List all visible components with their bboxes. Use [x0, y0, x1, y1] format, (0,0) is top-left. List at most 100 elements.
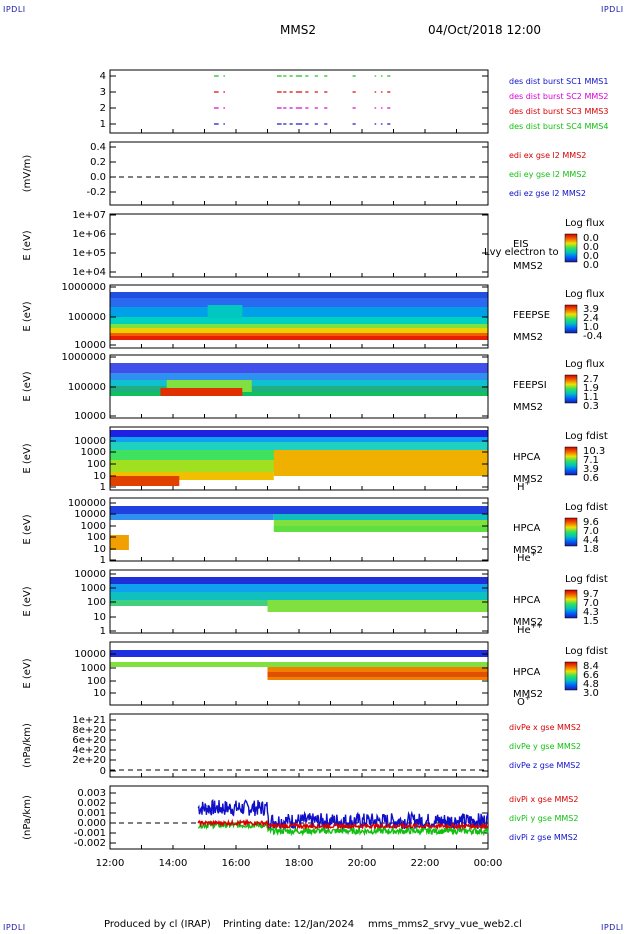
plot-area: 1 2 3 4 des dist burst SC1 MMS1 des dist burs… [22, 69, 608, 869]
ytick-label-hpca_h-0: 10000 [74, 436, 106, 447]
colorbar-hpca_he2 [564, 589, 578, 619]
ylabel-feepsi: E (eV) [22, 371, 33, 401]
colorbar-tick-feepsi-2: 1.1 [583, 392, 599, 403]
ytick-label-hpca_he1-4: 10 [93, 544, 106, 555]
footer-printing-date: Printing date: 12/Jan/2024 [223, 919, 355, 930]
colorbar-hpca_he1 [564, 517, 578, 547]
ytick-label-hpca_he2-3: 10 [93, 612, 106, 623]
colorbar-tick-eis-2: 0.0 [583, 251, 599, 262]
colorbar-tick-hpca_he1-1: 7.0 [583, 526, 599, 537]
heatmap-band-hpca_he1-2 [273, 514, 488, 520]
heatmap-band-hpca_h-7 [110, 476, 180, 486]
colorbar-tick-hpca_o-0: 8.4 [583, 661, 599, 672]
colorbar-tick-hpca_he2-3: 1.5 [583, 616, 599, 627]
colorbar-tick-feepsi-3: 0.3 [583, 401, 599, 412]
heatmap-band-feepse-6 [110, 333, 488, 336]
corner-label-bottom-left: IPDLI [3, 923, 26, 932]
colorbar-title-hpca_o: Log fdist [565, 646, 608, 657]
ylabel-hpca_he2: E (eV) [22, 586, 33, 616]
legend-entry-divpi-1: divPi y gse MMS2 [509, 814, 578, 823]
ytick-label-feepse-2: 10000 [74, 340, 106, 351]
heatmap-band-feepsi-4 [110, 392, 488, 396]
ytick-label-divpi-0: 0.003 [77, 788, 106, 799]
ytick-label-hpca_o-2: 100 [87, 676, 106, 687]
divpi-series-2 [197, 818, 489, 831]
heatmap-band-hpca_he1-0 [110, 506, 488, 514]
ytick-label-hpca_he2-1: 1000 [81, 583, 106, 594]
colorbar-title-eis: Log flux [565, 218, 605, 229]
ytick-label-hpca_h-2: 100 [87, 459, 106, 470]
colorbar-tick-hpca_h-2: 3.9 [583, 464, 599, 475]
ytick-label-hpca_he1-5: 1 [100, 555, 106, 566]
heatmap-band-hpca_h-6 [273, 450, 488, 476]
colorbar-tick-feepse-0: 3.9 [583, 304, 599, 315]
colorbar-title-feepsi: Log flux [565, 359, 605, 370]
divpi-series-0 [197, 799, 489, 831]
colorbar-tick-hpca_h-0: 10.3 [583, 446, 605, 457]
heatmap-band-hpca_o-1 [110, 662, 488, 667]
ytick-label-divpe-2: 6e+20 [72, 735, 106, 746]
ytick-label-eis-0: 1e+07 [72, 210, 106, 221]
ytick-label-hpca_he2-4: 1 [100, 626, 106, 637]
date-title: 04/Oct/2018 12:00 [428, 23, 542, 37]
ylabel-edi: (mV/m) [22, 155, 33, 193]
instrument-label-eis: EIS [513, 239, 529, 250]
colorbar-title-hpca_he2: Log fdist [565, 574, 608, 585]
ylabel-hpca_h: E (eV) [22, 443, 33, 473]
instrument-label-hpca_h: HPCA [513, 452, 541, 463]
spacecraft-label-feepse: MMS2 [513, 332, 543, 343]
colorbar-tick-feepse-2: 1.0 [583, 322, 599, 333]
colorbar-tick-hpca_o-1: 6.6 [583, 670, 599, 681]
ytick-label-edi-0: 0.4 [90, 142, 106, 153]
instrument-label-feepsi: FEEPSI [513, 380, 547, 391]
colorbar-tick-hpca_he1-3: 1.8 [583, 544, 599, 555]
ytick-label-divpe-5: 0 [100, 766, 106, 777]
colorbar-feepse [564, 304, 578, 334]
instrument-label-hpca_he1: HPCA [513, 523, 541, 534]
ytick-label-edi-1: 0.2 [90, 157, 106, 168]
ytick-label-eis-1: 1e+06 [72, 229, 106, 240]
legend-entry-burst-3: des dist burst SC4 MMS4 [509, 122, 608, 131]
species-label-hpca_he1: He+ [517, 550, 537, 564]
xtick-label-0: 12:00 [96, 858, 125, 869]
spacecraft-label-hpca_he2: MMS2 [513, 617, 543, 628]
ytick-label-feepsi-0: 1000000 [61, 352, 106, 363]
instrument-label-hpca_o: HPCA [513, 667, 541, 678]
heatmap-band-hpca_he1-4 [273, 526, 488, 532]
ytick-label-burst-1: 2 [100, 103, 106, 114]
colorbar-tick-feepse-3: -0.4 [583, 331, 603, 342]
colorbar-hpca_o [564, 661, 578, 691]
ytick-label-burst-0: 1 [100, 119, 106, 130]
ytick-label-eis-3: 1e+04 [72, 267, 106, 278]
ytick-label-hpca_o-1: 1000 [81, 663, 106, 674]
colorbar-tick-hpca_he2-2: 4.3 [583, 607, 599, 618]
colorbar-feepsi [564, 374, 578, 404]
ytick-label-divpi-4: -0.001 [74, 828, 106, 839]
footer-filename: mms_mms2_srvy_vue_web2.cl [368, 919, 522, 930]
colorbar-tick-hpca_o-2: 4.8 [583, 679, 599, 690]
ytick-label-feepsi-2: 10000 [74, 411, 106, 422]
species-label-hpca_o: O+ [517, 694, 531, 708]
colorbar-tick-feepsi-0: 2.7 [583, 374, 599, 385]
heatmap-band-hpca_he1-5 [110, 535, 129, 550]
ytick-label-divpi-1: 0.002 [77, 798, 106, 809]
legend-entry-burst-0: des dist burst SC1 MMS1 [509, 77, 608, 86]
heatmap-band-hpca_he2-2 [110, 592, 488, 600]
heatmap-band-hpca_he2-3 [267, 600, 488, 612]
ytick-label-feepsi-1: 100000 [68, 382, 106, 393]
colorbar-title-hpca_h: Log fdist [565, 431, 608, 442]
colorbar-tick-eis-1: 0.0 [583, 242, 599, 253]
ytick-label-hpca_he1-2: 1000 [81, 521, 106, 532]
panel-frame-eis [109, 213, 489, 278]
spacecraft-label-hpca_o: MMS2 [513, 689, 543, 700]
ylabel-divpi: (nPa/km) [22, 795, 33, 840]
xtick-label-3: 18:00 [285, 858, 314, 869]
legend-entry-burst-1: des dist burst SC2 MMS2 [509, 92, 608, 101]
instrument-label-feepse: FEEPSE [513, 310, 550, 321]
ytick-label-burst-2: 3 [100, 87, 106, 98]
divpi-series-1 [198, 819, 489, 837]
heatmap-band-feepsi-6 [160, 388, 243, 396]
ytick-label-divpe-4: 2e+20 [72, 755, 106, 766]
legend-entry-edi-2: edi ez gse l2 MMS2 [509, 189, 586, 198]
panel-frame-divpe [109, 713, 489, 778]
